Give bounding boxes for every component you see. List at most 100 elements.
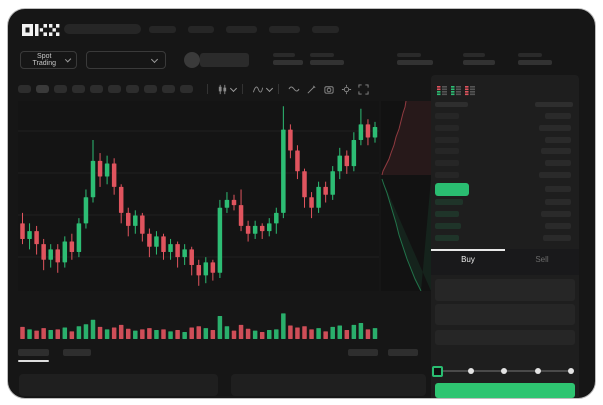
timeframe-button[interactable] [54,85,67,93]
line-tool-icon[interactable] [288,84,300,94]
timeframe-buttons [18,85,193,93]
ticker-stat [518,53,552,65]
stat-label-placeholder [518,53,542,57]
ask-row-size[interactable] [435,148,459,155]
app-window: Spot Trading [7,8,596,399]
slider-mark[interactable] [534,368,541,374]
bid-row-total[interactable] [545,199,571,205]
price-field[interactable] [435,279,575,301]
chevron-down-icon[interactable] [229,84,238,92]
snapshot-camera-icon[interactable] [323,84,335,95]
stat-value-placeholder [518,60,552,65]
stat-value-placeholder [397,60,433,65]
buy-tab-underline [431,249,505,251]
depth-chart[interactable] [381,100,431,292]
timeframe-button[interactable] [180,85,193,93]
ask-row-size[interactable] [435,124,459,131]
stat-label-placeholder [397,53,421,57]
bid-row-total[interactable] [541,211,571,217]
ticker-stat [463,53,495,65]
slider-mark[interactable] [501,368,507,374]
tab-sell[interactable]: Sell [535,255,549,264]
divider [278,84,279,94]
slider-handle[interactable] [431,365,443,377]
market-type-label: Spot Trading [32,53,56,67]
ask-row-size[interactable] [435,160,459,167]
pair-selector[interactable] [86,51,166,69]
stat-label-placeholder [273,53,295,57]
chart-bottom-tab-active[interactable] [18,349,49,356]
orderbook-toggle-asks-only[interactable] [465,83,475,101]
nav-item[interactable] [188,26,214,33]
chart-bottom-tab[interactable] [63,349,91,356]
slider-mark[interactable] [467,368,474,374]
bid-row-size[interactable] [435,235,459,241]
last-price-placeholder [200,53,249,67]
candlestick-chart[interactable] [18,101,379,291]
stat-label-placeholder [463,53,485,57]
timeframe-button[interactable] [18,85,31,93]
chevron-down-icon[interactable] [265,84,274,92]
timeframe-button[interactable] [126,85,139,93]
timeframe-button[interactable] [108,85,121,93]
nav-item[interactable] [226,26,257,33]
stat-value-placeholder [310,60,344,65]
divider [207,84,208,94]
draw-pencil-icon[interactable] [306,84,317,95]
timeframe-button[interactable] [144,85,157,93]
orderbook-view-toggles [437,83,475,101]
bid-row-total[interactable] [543,235,571,241]
ask-row-total[interactable] [545,136,571,143]
orderbook-header-right [535,102,573,107]
orderbook-toggle-split-book[interactable] [437,83,447,101]
volume-bars [18,296,379,339]
nav-item[interactable] [269,26,300,33]
ask-row-size[interactable] [435,113,459,119]
timeframe-button[interactable] [162,85,175,93]
settings-gear-icon[interactable] [341,84,352,95]
ask-row-size[interactable] [435,172,459,178]
ticker-stat [397,53,433,65]
ask-row-total[interactable] [539,124,571,131]
last-price-highlight[interactable] [435,183,469,196]
ask-row-total[interactable] [545,160,571,167]
nav-item[interactable] [149,26,176,33]
amount-field[interactable] [435,304,575,325]
trade-panel: Buy Sell [431,75,579,398]
nav-item[interactable] [312,26,339,33]
ticker-stat [310,53,344,65]
stat-label-placeholder [310,53,334,57]
market-type-selector[interactable]: Spot Trading [20,51,77,69]
bottom-panel-left [19,374,218,396]
orderbook-toggle-bids-only[interactable] [451,83,461,101]
bid-row-total[interactable] [545,223,571,229]
okx-logo[interactable] [22,23,60,37]
bid-row-size[interactable] [435,223,461,229]
ask-row-total[interactable] [541,148,571,155]
ask-row-size[interactable] [435,136,459,143]
orderbook-header-left [435,102,468,107]
candle-type-icon[interactable] [217,84,228,95]
timeframe-button[interactable] [72,85,85,93]
bid-row-size[interactable] [435,199,463,205]
stat-value-placeholder [273,60,303,65]
bottom-panel-right [231,374,426,396]
active-tab-underline [18,360,49,362]
tab-buy[interactable]: Buy [461,255,475,264]
total-field[interactable] [435,330,575,345]
chart-bottom-control[interactable] [348,349,378,356]
chart-bottom-control[interactable] [388,349,418,356]
split-book-icon [437,86,447,96]
ask-row-total[interactable] [545,113,571,119]
bid-row-size[interactable] [435,211,459,217]
timeframe-button[interactable] [90,85,103,93]
search-input[interactable] [64,24,141,34]
fullscreen-icon[interactable] [358,83,369,95]
slider-mark[interactable] [568,368,574,374]
timeframe-button[interactable] [36,85,49,93]
ask-row-total[interactable] [539,172,571,178]
bids-only-icon [451,86,461,96]
indicators-icon[interactable] [252,84,264,95]
price-row-total[interactable] [545,186,571,192]
buy-submit-button[interactable] [435,383,575,398]
